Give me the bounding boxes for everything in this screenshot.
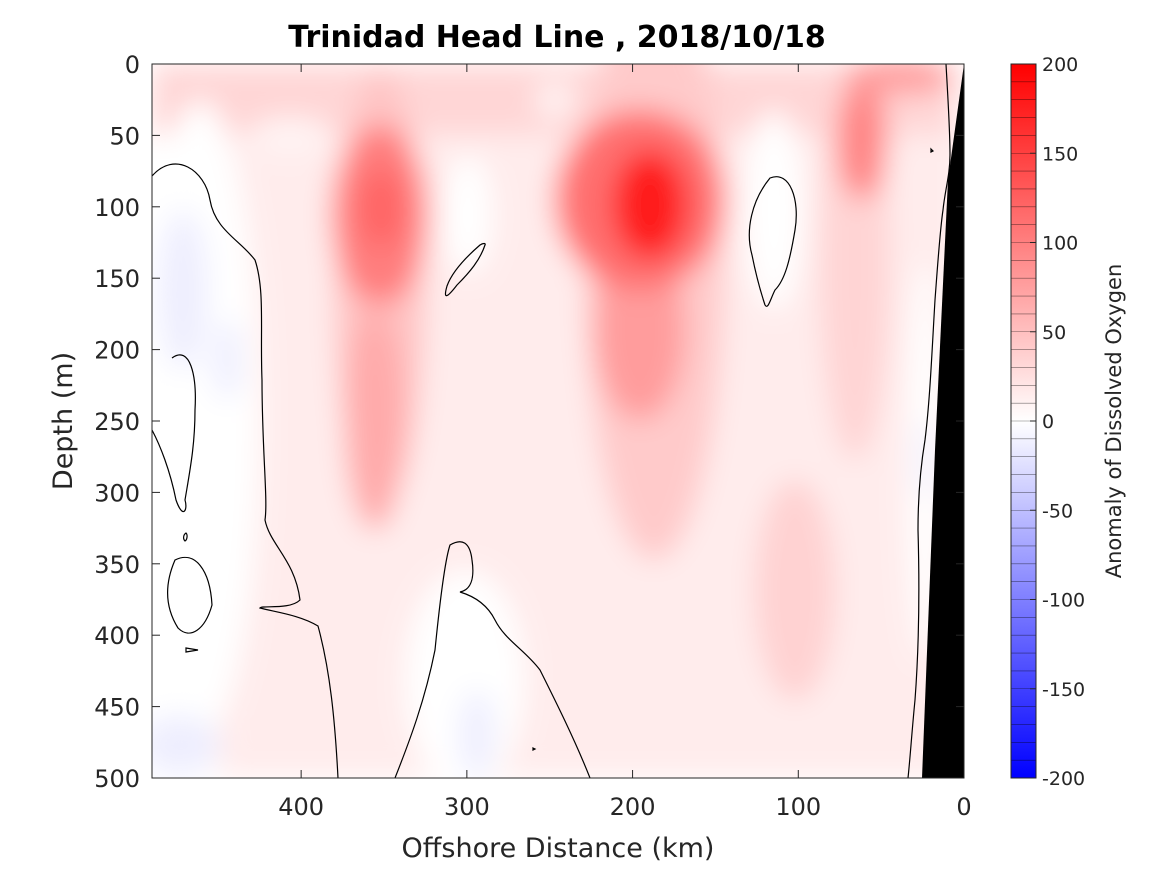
zero-contours: [152, 64, 951, 778]
field-deep-neg: [459, 690, 495, 778]
colorbar: 200 150 100 50 0 -50 -100 -150 -200 Anomaly of D…: [1010, 54, 1126, 790]
field-deep-east: [755, 480, 835, 700]
colorbar-tick-label: 200: [1042, 54, 1078, 76]
field-central-core: [612, 150, 688, 260]
field-surface-east: [845, 64, 955, 94]
field-west-zero: [152, 100, 260, 740]
zero-contour-deep-gap: [394, 541, 591, 778]
x-tick-label: 0: [956, 793, 971, 821]
zero-contour-west-dot-2: [185, 647, 199, 653]
x-axis: 400 300 200 100 0: [278, 64, 972, 821]
field-gap-deep: [405, 570, 525, 778]
y-axis-label: Depth (m): [48, 352, 79, 490]
zero-contour-west-main: [152, 163, 339, 778]
colorbar-tick-label: -100: [1042, 590, 1085, 612]
field-surface-gap-2: [535, 82, 575, 118]
zero-contour-west-loop: [152, 354, 196, 513]
plot-area: [151, 63, 965, 779]
field-west-mid: [345, 310, 405, 530]
y-axis: 0 50 100 150 200 250 300 350 400 450 500: [94, 51, 964, 793]
colorbar-tick-label: 150: [1042, 143, 1078, 165]
field-shelf-neg: [917, 420, 933, 500]
x-tick-label: 400: [278, 793, 324, 821]
colorbar-tick-label: 50: [1042, 322, 1066, 344]
chart-title: Trinidad Head Line , 2018/10/18: [288, 20, 825, 55]
x-tick-label: 200: [610, 793, 656, 821]
zero-contour-west-deep-loop: [167, 556, 213, 634]
y-tick-label: 50: [109, 122, 140, 150]
zero-contour-west-gap: [444, 242, 486, 297]
zero-contour-east-loop: [748, 176, 797, 307]
x-tick-label: 300: [444, 793, 490, 821]
y-tick-label: 250: [94, 408, 140, 436]
zero-contour-shelf: [907, 64, 951, 778]
field-west-neg-2: [212, 320, 242, 400]
colorbar-ticks: 200 150 100 50 0 -50 -100 -150 -200: [1030, 54, 1085, 790]
field-surface-gap-1: [250, 117, 330, 153]
zero-contour-west-dot-1: [183, 532, 188, 542]
colorbar-tick-label: -50: [1042, 500, 1073, 522]
x-tick-label: 100: [775, 793, 821, 821]
y-tick-label: 200: [94, 337, 140, 365]
y-tick-label: 450: [94, 694, 140, 722]
y-tick-label: 400: [94, 622, 140, 650]
x-axis-label: Offshore Distance (km): [402, 833, 715, 864]
colorbar-label: Anomaly of Dissolved Oxygen: [1102, 264, 1126, 579]
zero-contour-deep-dot: [532, 747, 537, 751]
colorbar-tick-label: 0: [1042, 411, 1054, 433]
colorbar-tick-label: 100: [1042, 233, 1078, 255]
y-tick-label: 350: [94, 551, 140, 579]
field-west-neg-3: [152, 715, 220, 775]
bathymetry-mask: [922, 64, 964, 778]
field-west-neg-1: [158, 210, 208, 370]
zero-contour-shelf-dot: [930, 147, 935, 153]
y-tick-label: 100: [94, 194, 140, 222]
y-tick-label: 0: [125, 51, 140, 79]
anomaly-field: [152, 64, 964, 778]
colorbar-tick-label: -200: [1042, 768, 1085, 790]
field-west-core: [361, 168, 401, 248]
y-tick-label: 150: [94, 265, 140, 293]
field-east-upper: [837, 80, 887, 200]
colorbar-tick-label: -150: [1042, 679, 1085, 701]
y-tick-label: 300: [94, 479, 140, 507]
y-tick-label: 500: [94, 765, 140, 793]
